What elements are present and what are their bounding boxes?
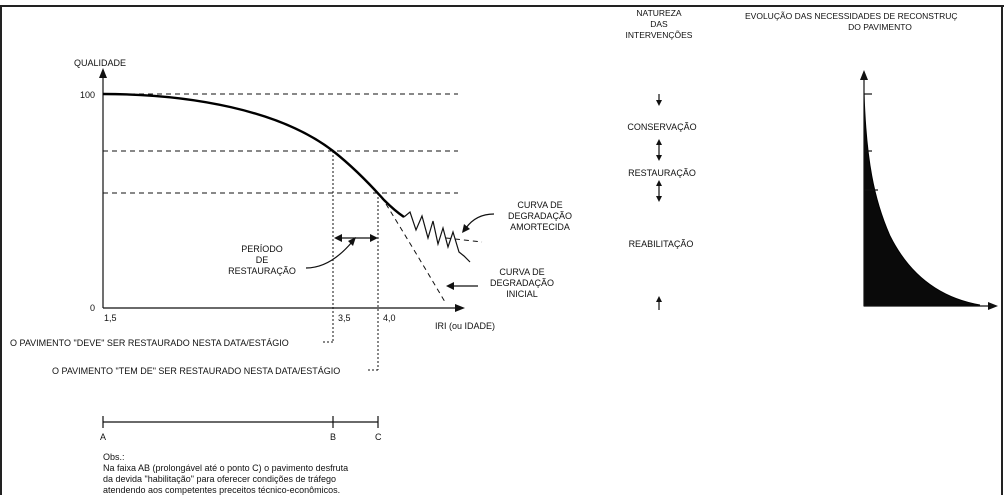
periodo-label-line2: DE — [256, 255, 269, 265]
intervention-conservacao: CONSERVAÇÃO — [627, 122, 696, 132]
double-arrow-2-up — [656, 180, 662, 186]
intervention-reabilitacao: REABILITAÇÃO — [629, 239, 694, 249]
quality-chart: QUALIDADE 100 0 1,5 3,5 4,0 IRI (ou IDAD… — [10, 58, 572, 495]
right-y-axis-arrow — [860, 70, 868, 80]
inicial-label-line1: CURVA DE — [499, 267, 544, 277]
obs-line-1: Na faixa AB (prolongável até o ponto C) … — [103, 463, 348, 473]
interventions-title-line1: NATUREZA — [636, 8, 682, 18]
restoration-period-leader — [305, 241, 353, 269]
restoration-period-leader-arrowhead — [348, 237, 356, 246]
reconstruction-needs-area — [863, 91, 981, 307]
obs-line-2: da devida "habilitação" para oferecer co… — [103, 474, 336, 484]
double-arrow-1-up — [656, 139, 662, 145]
amortecida-label-line1: CURVA DE — [517, 200, 562, 210]
abc-label-a: A — [100, 432, 106, 442]
reconstruction-needs-chart: EVOLUÇÃO DAS NECESSIDADES DE RECONSTRUÇ … — [745, 11, 998, 310]
x-axis-label: IRI (ou IDADE) — [435, 321, 495, 331]
initial-degradation-curve — [385, 203, 446, 303]
damped-degradation-curve — [403, 210, 471, 263]
right-title-line1: EVOLUÇÃO DAS NECESSIDADES DE RECONSTRUÇ — [745, 11, 958, 21]
degradation-curve — [102, 92, 405, 218]
arrow-up-bottom-head — [656, 296, 662, 302]
obs-line-3: atendendo aos competentes preceitos técn… — [103, 485, 340, 495]
restoration-period-arrowhead-right — [370, 234, 378, 242]
double-arrow-1-down — [656, 155, 662, 161]
interventions-title-line2: DAS — [650, 19, 668, 29]
amortecida-label-line3: AMORTECIDA — [510, 222, 570, 232]
inicial-label-line3: INICIAL — [506, 289, 538, 299]
right-x-axis-arrow — [988, 302, 998, 310]
x-tick-3-5: 3,5 — [338, 313, 351, 323]
x-tick-1-5: 1,5 — [104, 313, 117, 323]
periodo-label-line1: PERÍODO — [241, 244, 283, 254]
amortecida-label-line2: DEGRADAÇÃO — [508, 211, 572, 221]
right-title-line2: DO PAVIMENTO — [848, 22, 912, 32]
interventions-column: NATUREZA DAS INTERVENÇÕES CONSERVAÇÃO RE… — [626, 8, 697, 310]
double-arrow-2-down — [656, 196, 662, 202]
amortecida-leader — [465, 213, 495, 229]
y-axis-arrow — [99, 68, 107, 78]
restoration-period-arrowhead-left — [334, 234, 342, 242]
arrow-down-1-head — [656, 100, 662, 106]
amortecida-leader-arrowhead — [462, 224, 470, 233]
x-axis-arrow — [455, 304, 465, 312]
abc-label-c: C — [375, 432, 382, 442]
damped-curve-dashed-extension — [445, 237, 483, 243]
y-tick-100: 100 — [80, 90, 95, 100]
inicial-leader-arrowhead — [446, 282, 454, 290]
note-deve-restaurado: O PAVIMENTO "DEVE" SER RESTAURADO NESTA … — [10, 338, 289, 348]
y-axis-label: QUALIDADE — [74, 58, 126, 68]
interventions-title-line3: INTERVENÇÕES — [626, 30, 693, 40]
obs-title: Obs.: — [103, 452, 125, 462]
periodo-label-line3: RESTAURAÇÃO — [228, 266, 296, 276]
abc-label-b: B — [330, 432, 336, 442]
x-tick-4-0: 4,0 — [383, 313, 396, 323]
note-tem-de-restaurado: O PAVIMENTO "TEM DE" SER RESTAURADO NEST… — [52, 366, 340, 376]
inicial-label-line2: DEGRADAÇÃO — [490, 278, 554, 288]
intervention-restauracao: RESTAURAÇÃO — [628, 168, 696, 178]
y-tick-0: 0 — [90, 303, 95, 313]
